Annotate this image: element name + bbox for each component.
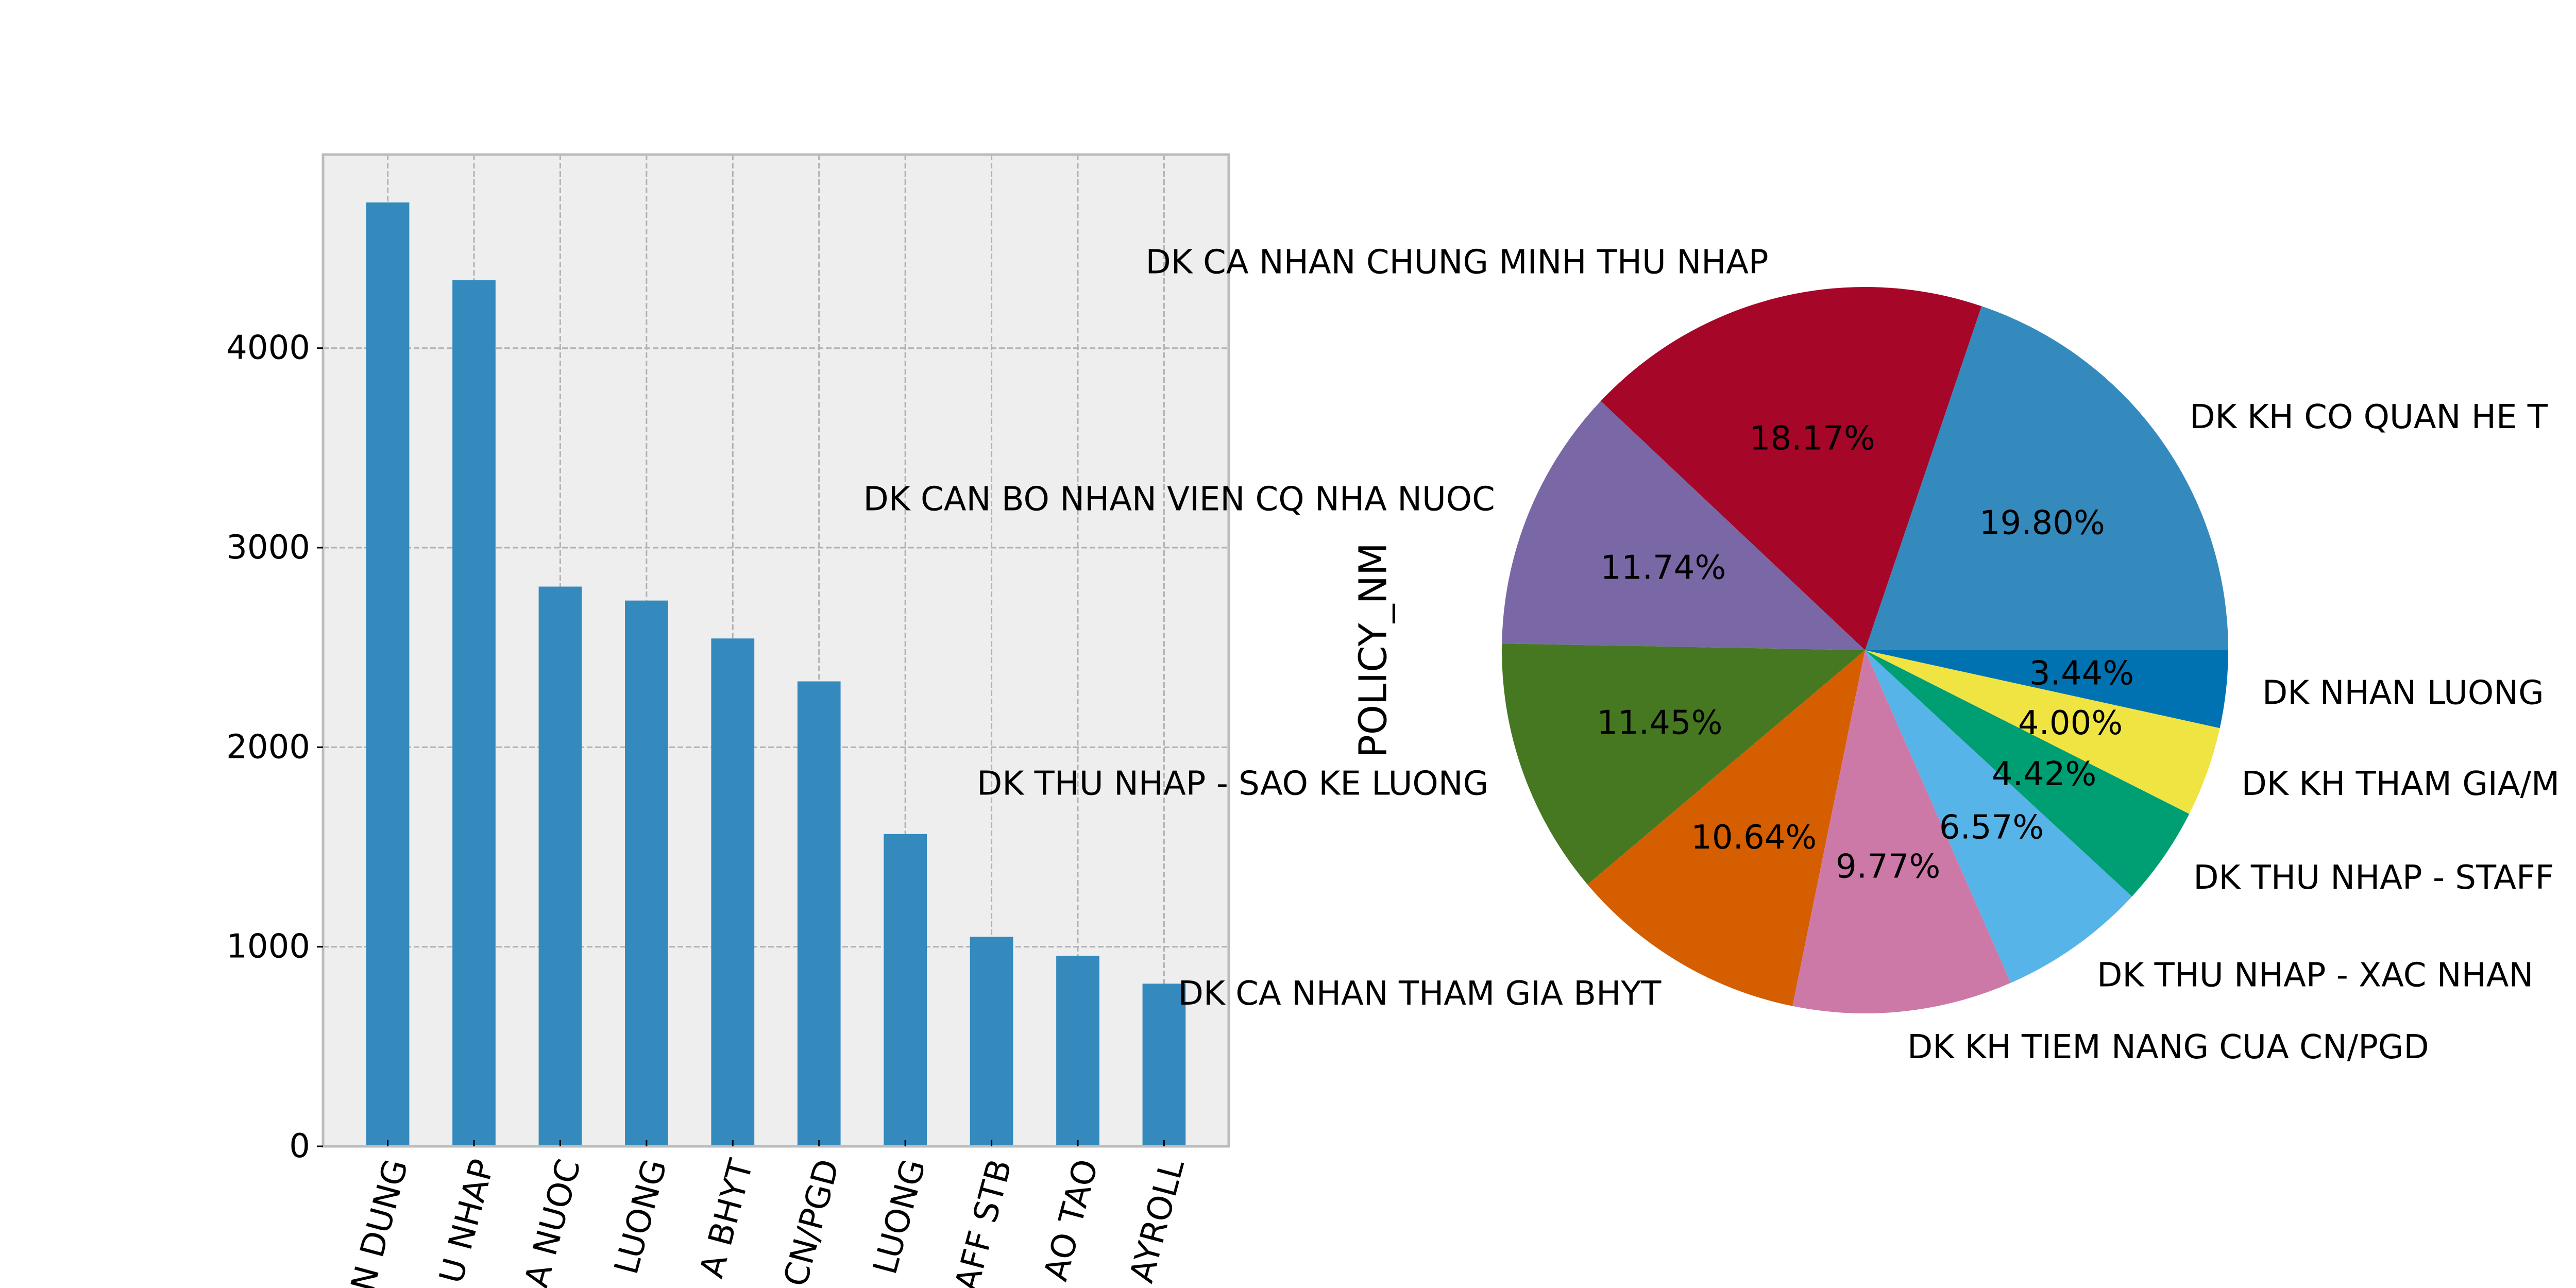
pie-percent-label: 11.45%: [1597, 704, 1722, 742]
x-tick-label: A BHYT: [693, 1155, 761, 1282]
pie-percent-label: 11.74%: [1600, 549, 1726, 587]
pie-slice: [1792, 650, 2011, 1014]
bar: [797, 681, 841, 1146]
bar: [452, 280, 496, 1146]
pie-slice: [1587, 650, 1865, 1006]
pie-slice: [1865, 650, 2220, 814]
pie-slice-label: DK THU NHAP - XAC NHAN: [2097, 957, 2533, 995]
bar: [711, 638, 755, 1146]
pie-slice: [1865, 650, 2132, 983]
bar: [884, 834, 927, 1146]
pie-percent-labels: 19.80% 18.17% 11.74% 11.45% 10.64% 9.77%6.57%…: [1597, 420, 2134, 886]
pie-slice: [1865, 650, 2190, 897]
pie-slice-label: DK THU NHAP - STAFF: [2193, 859, 2554, 897]
pie-slices: [1502, 287, 2228, 1014]
pie-percent-label: 10.64%: [1691, 819, 1817, 857]
y-tick-label: 0: [289, 1127, 310, 1165]
pie-chart: POLICY_NM 19.80% 18.17% 11.74% 11.45% 10.64%…: [863, 243, 2560, 1066]
x-tick-label: LUONG: [607, 1156, 674, 1279]
bar: [366, 202, 410, 1146]
pie-percent-label: 4.00%: [2018, 704, 2123, 742]
bar-y-ticks: 0 1000 2000 3000 4000: [226, 329, 323, 1165]
bar: [538, 586, 582, 1146]
bar: [1056, 956, 1099, 1146]
pie-slice-label: DK NHAN LUONG: [2262, 674, 2544, 713]
pie-slice: [1502, 643, 1865, 885]
pie-slice-label: DK CA NHAN THAM GIA BHYT: [1178, 975, 1662, 1013]
y-tick-label: 1000: [226, 928, 310, 966]
pie-slice-labels: DK KH CO QUAN HE T DK CA NHAN CHUNG MINH …: [863, 243, 2560, 1066]
x-tick-label: LUONG: [866, 1156, 933, 1279]
y-tick-label: 2000: [226, 728, 310, 766]
x-tick-label: A NUOC: [518, 1156, 588, 1288]
pie-percent-label: 9.77%: [1836, 848, 1940, 886]
x-tick-label: CN/PGD: [777, 1156, 848, 1288]
pie-slice-label: DK KH CO QUAN HE T: [2190, 398, 2548, 436]
pie-slice-label: DK KH THAM GIA/M: [2242, 765, 2560, 803]
pie-percent-label: 18.17%: [1750, 420, 1875, 458]
x-tick-label: AO TAO: [1037, 1156, 1106, 1285]
pie-y-axis-label: POLICY_NM: [1351, 543, 1396, 758]
pie-slice: [1865, 306, 2228, 650]
pie-slice: [1865, 650, 2228, 728]
pie-slice: [1502, 401, 1865, 650]
pie-slice-label: DK CA NHAN CHUNG MINH THU NHAP: [1145, 243, 1768, 281]
x-tick-label: AYROLL: [1123, 1155, 1192, 1286]
bar-chart: 0 1000 2000 3000 4000 N DUNG U NHAP A NUOC LUON…: [226, 153, 1230, 1288]
pie-percent-label: 19.80%: [1979, 504, 2105, 543]
pie-percent-label: 6.57%: [1939, 808, 2044, 846]
pie-percent-label: 3.44%: [2029, 655, 2134, 693]
bar: [1142, 984, 1186, 1146]
bar-x-ticks: N DUNG U NHAP A NUOC LUONG A BHYT CN/PGD LUONG…: [344, 1140, 1192, 1288]
y-tick-label: 4000: [226, 329, 310, 367]
y-tick-label: 3000: [226, 529, 310, 567]
x-tick-label: AFF STB: [948, 1156, 1020, 1288]
pie-percent-label: 4.42%: [1992, 755, 2096, 793]
x-tick-label: U NHAP: [432, 1156, 502, 1287]
pie-slice-label: DK CAN BO NHAN VIEN CQ NHA NUOC: [863, 480, 1495, 518]
pie-slice-label: DK THU NHAP - SAO KE LUONG: [977, 765, 1488, 803]
x-tick-label: N DUNG: [344, 1156, 416, 1288]
bar-axes-frame: [321, 153, 1230, 1148]
pie-slice: [1600, 287, 1982, 650]
bar-bars: [366, 202, 1186, 1146]
bar: [970, 937, 1013, 1146]
pie-slice-label: DK KH TIEM NANG CUA CN/PGD: [1907, 1028, 2429, 1066]
bar: [625, 600, 668, 1146]
